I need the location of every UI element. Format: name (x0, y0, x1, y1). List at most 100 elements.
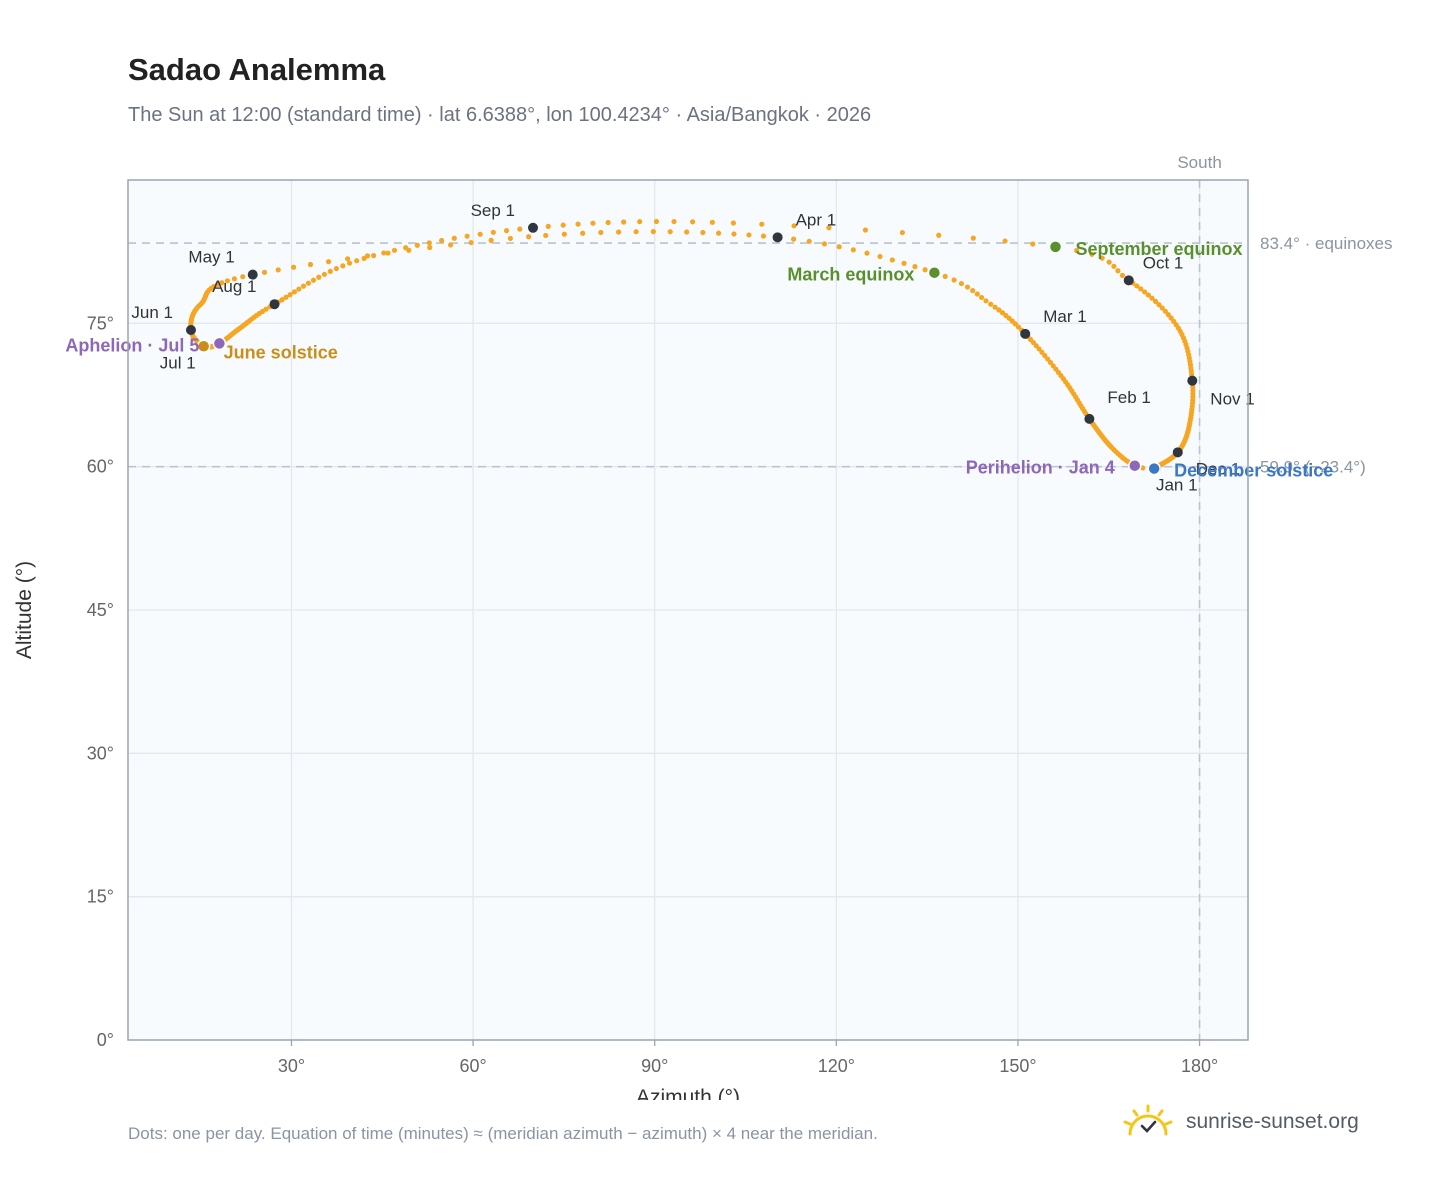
month-marker (1172, 447, 1183, 458)
event-marker (212, 336, 227, 351)
daily-sun-dot (451, 235, 457, 241)
month-label: Apr 1 (796, 210, 837, 229)
daily-sun-dot (507, 235, 513, 242)
month-label: Aug 1 (212, 277, 256, 296)
daily-sun-dot (545, 223, 551, 229)
event-label: March equinox (787, 265, 914, 285)
daily-sun-dot (996, 307, 1002, 313)
y-tick-label: 30° (87, 743, 114, 763)
y-axis-title: Altitude (°) (13, 561, 36, 659)
month-marker (185, 325, 196, 336)
daily-sun-dot (684, 229, 690, 235)
daily-sun-dot (942, 273, 948, 279)
daily-sun-dot (912, 264, 918, 270)
daily-sun-dot (477, 231, 483, 237)
daily-sun-dot (488, 237, 494, 243)
daily-sun-dot (731, 231, 737, 237)
event-markers: March equinox September equinox June solst… (65, 239, 1333, 481)
daily-sun-dot (922, 267, 928, 273)
daily-sun-dot (1030, 241, 1036, 247)
daily-sun-dot (1156, 302, 1162, 308)
month-label: Nov 1 (1210, 390, 1254, 409)
daily-sun-dot (850, 247, 856, 253)
daily-sun-dot (231, 276, 237, 282)
month-marker (528, 222, 539, 233)
axis-ticks: 30° 60° 90° 120° 150° 180° 0° 15° 30° 45° 60° 75° (87, 313, 1218, 1076)
daily-sun-dot (936, 232, 942, 238)
chart-title: Sadao Analemma (128, 52, 386, 87)
daily-sun-dot (1145, 292, 1151, 298)
daily-sun-dot (307, 261, 314, 268)
daily-sun-dot (951, 277, 957, 283)
daily-sun-dot (590, 220, 596, 226)
y-tick-label: 0° (97, 1030, 114, 1050)
x-tick-label: 90° (641, 1056, 668, 1076)
daily-sun-dot (826, 225, 832, 231)
daily-sun-dot (1045, 356, 1051, 362)
plot-frame (127, 179, 1249, 1041)
daily-sun-dot (283, 294, 289, 300)
daily-sun-dot (263, 306, 269, 312)
month-marker (1187, 375, 1198, 386)
daily-sun-dot (575, 221, 581, 227)
daily-sun-dot (468, 239, 474, 246)
daily-sun-dot (1002, 238, 1008, 244)
x-tick-label: 150° (999, 1056, 1036, 1076)
daily-sun-dot (275, 267, 281, 273)
month-marker (772, 232, 783, 243)
daily-sun-dot (287, 292, 293, 298)
daily-sun-dot (791, 223, 797, 229)
daily-sun-dot (391, 247, 398, 253)
altitude-reference-label: 59.9° (−23.4°) (1260, 458, 1366, 477)
month-label: Jun 1 (131, 303, 173, 322)
daily-sun-dot (653, 218, 660, 225)
month-label: Jan 1 (1156, 476, 1198, 495)
daily-sun-dot (1074, 247, 1080, 254)
daily-sun-dot (760, 233, 767, 239)
daily-sun-dot (1159, 305, 1165, 311)
daily-sun-dot (999, 310, 1006, 316)
altitude-reference-label: 83.4° · equinoxes (1260, 234, 1393, 253)
event-marker (196, 339, 211, 354)
daily-sun-dot (345, 256, 351, 262)
daily-sun-dot (806, 238, 812, 244)
daily-sun-dot (240, 274, 246, 280)
reference-lines: South 83.4° · equinoxes 59.9° (−23.4°) (128, 153, 1393, 1040)
x-tick-label: 30° (278, 1056, 305, 1076)
event-label: December solstice (1174, 461, 1333, 481)
daily-sun-dot (447, 242, 454, 248)
daily-sun-dot (901, 260, 907, 266)
daily-sun-dot (296, 286, 302, 292)
daily-sun-dot (361, 255, 367, 261)
event-marker (927, 265, 942, 280)
daily-sun-dot (464, 233, 470, 239)
daily-sun-dot (526, 234, 532, 240)
daily-sun-dot (759, 221, 765, 227)
month-label: Dec 1 (1196, 459, 1240, 478)
daily-sun-dot (974, 291, 980, 297)
daily-sun-dot (346, 260, 353, 266)
daily-sun-dot (598, 229, 604, 236)
month-marker (1084, 413, 1095, 424)
brand[interactable]: sunrise-sunset.org (1122, 1104, 1359, 1140)
south-label: South (1177, 153, 1221, 172)
daily-sun-dot (1115, 268, 1121, 274)
daily-sun-dot (633, 229, 639, 235)
daily-sun-dot (1138, 286, 1144, 292)
daily-sun-dot (261, 269, 268, 275)
y-tick-label: 60° (87, 457, 114, 477)
daily-sun-dot (371, 253, 377, 259)
daily-sun-dot (543, 232, 549, 239)
daily-sun-dot (730, 220, 737, 226)
month-label: May 1 (188, 248, 234, 267)
daily-sun-dot (321, 271, 328, 277)
daily-sun-dot (354, 258, 360, 264)
daily-sun-dot (862, 227, 869, 233)
event-marker (1128, 458, 1142, 473)
y-tick-label: 45° (87, 600, 114, 620)
event-marker (1048, 240, 1063, 254)
daily-sun-dot (327, 268, 333, 274)
sun-logo-icon (1123, 1104, 1173, 1136)
daily-sun-dot (1134, 283, 1140, 289)
x-tick-label: 180° (1181, 1056, 1218, 1076)
